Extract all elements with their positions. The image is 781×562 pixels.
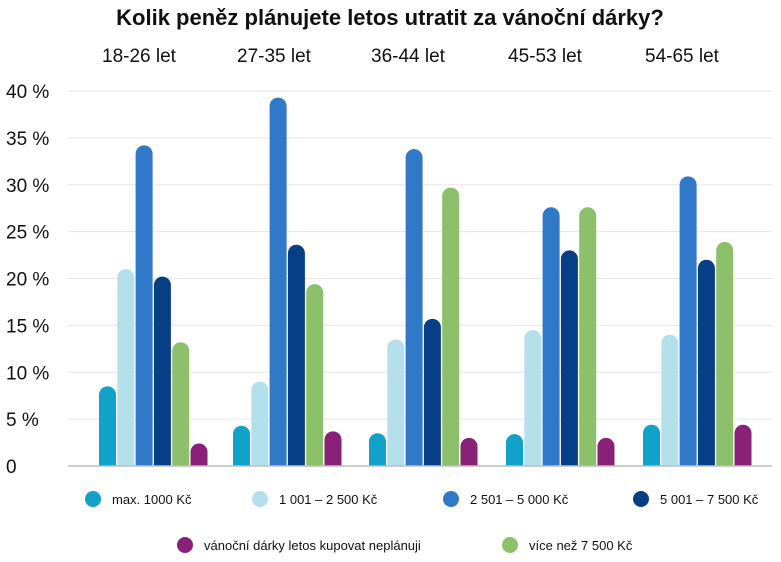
bar	[287, 244, 305, 466]
group-label: 27-35 let	[237, 46, 312, 67]
legend-label: vánoční dárky letos kupovat neplánuji	[204, 538, 421, 553]
bar	[697, 259, 715, 466]
bar	[153, 276, 171, 466]
legend-marker	[252, 491, 268, 507]
legend-label: 5 001 – 7 500 Kč	[660, 492, 759, 507]
group-label: 18-26 let	[102, 46, 177, 67]
bar	[369, 433, 386, 466]
y-tick-label: 0	[6, 457, 17, 478]
legend-marker	[177, 537, 193, 553]
bar	[135, 145, 153, 466]
legend-label: 1 001 – 2 500 Kč	[279, 492, 378, 507]
y-tick-label: 35 %	[6, 129, 49, 150]
bar	[387, 339, 405, 466]
bar	[679, 176, 697, 466]
y-tick-label: 5 %	[6, 410, 39, 431]
legend-marker	[443, 491, 459, 507]
bar	[734, 424, 752, 466]
group-label: 36-44 let	[371, 46, 446, 67]
y-tick-label: 10 %	[6, 363, 49, 384]
bar	[405, 149, 423, 466]
bar	[99, 386, 116, 466]
bar	[324, 431, 342, 466]
bar	[579, 207, 597, 466]
bar	[524, 330, 542, 466]
y-tick-label: 15 %	[6, 316, 49, 337]
bars	[99, 97, 752, 466]
y-tick-label: 40 %	[6, 82, 49, 103]
legend-marker	[502, 537, 518, 553]
bar	[560, 250, 578, 466]
bar	[269, 97, 287, 466]
group-label: 54-65 let	[645, 46, 720, 67]
group-label: 45-53 let	[508, 46, 583, 67]
bar	[460, 437, 478, 466]
y-tick-label: 25 %	[6, 223, 49, 244]
legend: max. 1000 Kč 1 001 – 2 500 Kč 2 501 – 5 00…	[85, 491, 759, 553]
legend-marker	[633, 491, 649, 507]
y-tick-label: 20 %	[6, 270, 49, 291]
bar	[172, 342, 190, 466]
bar	[597, 437, 615, 466]
bar	[306, 284, 324, 466]
chart-title: Kolik peněz plánujete letos utratit za v…	[116, 5, 664, 30]
bar	[643, 424, 660, 466]
legend-marker	[85, 491, 101, 507]
y-tick-label: 30 %	[6, 176, 49, 197]
bar	[661, 334, 679, 466]
legend-label: max. 1000 Kč	[112, 492, 192, 507]
group-labels: 18-26 let 27-35 let 36-44 let 45-53 let …	[102, 46, 720, 67]
bar	[423, 318, 441, 466]
bar	[542, 207, 560, 466]
legend-label: více než 7 500 Kč	[529, 538, 633, 553]
bar	[190, 443, 208, 466]
bar	[117, 269, 135, 466]
bar	[506, 434, 523, 466]
legend-label: 2 501 – 5 000 Kč	[470, 492, 569, 507]
bar	[233, 425, 250, 466]
bar	[251, 381, 269, 466]
y-axis-tick-labels: 0 5 % 10 % 15 % 20 % 25 % 30 % 35 % 40 %	[6, 82, 49, 478]
bar	[716, 241, 734, 466]
bar	[442, 187, 460, 466]
